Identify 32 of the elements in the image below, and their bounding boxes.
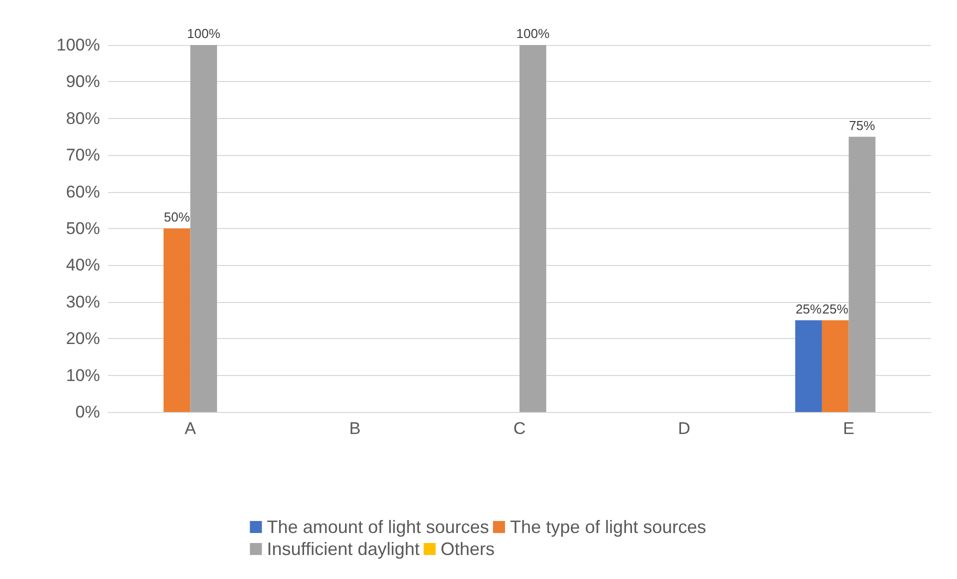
y-tick-label: 80% <box>66 108 100 128</box>
bar <box>822 320 849 412</box>
y-tick-label: 20% <box>66 329 100 348</box>
y-tick-label: 50% <box>66 219 100 238</box>
legend-label: Insufficient daylight <box>266 539 420 559</box>
y-tick-label: 40% <box>66 256 100 275</box>
y-tick-label: 10% <box>66 366 100 385</box>
x-tick-label: E <box>843 419 854 438</box>
bar <box>795 320 822 412</box>
x-tick-label: A <box>184 419 197 438</box>
bar <box>164 228 190 412</box>
y-tick-label: 0% <box>75 402 100 422</box>
y-tick-label: 60% <box>66 182 100 202</box>
y-tick-label: 90% <box>66 72 100 92</box>
y-tick-label: 100% <box>56 36 100 54</box>
x-tick-label: C <box>513 419 526 438</box>
data-label: 25% <box>822 301 849 316</box>
bar <box>520 45 546 412</box>
x-tick-label: D <box>678 419 690 438</box>
data-label: 50% <box>164 210 190 224</box>
data-label: 100% <box>187 26 221 41</box>
data-label: 100% <box>516 26 550 41</box>
legend-label: The amount of light sources <box>266 517 490 537</box>
x-tick-label: B <box>349 419 361 438</box>
data-label: 75% <box>849 118 876 133</box>
legend-label: Others <box>440 539 495 559</box>
legend-label: The type of light sources <box>510 517 706 537</box>
data-label: 25% <box>796 301 822 316</box>
bar <box>190 45 218 412</box>
y-tick-label: 30% <box>66 292 100 312</box>
bar <box>848 136 876 412</box>
y-tick-label: 70% <box>66 146 100 165</box>
